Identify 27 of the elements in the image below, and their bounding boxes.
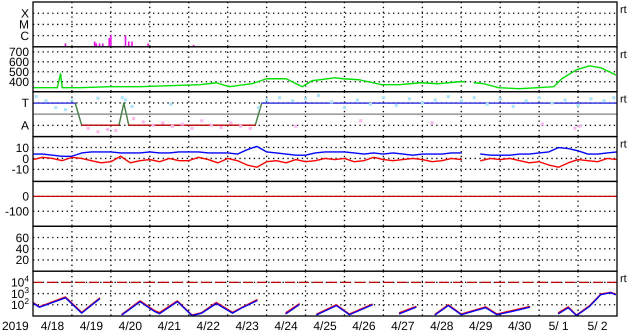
x-tick-label: 4/26 — [352, 319, 376, 333]
x-tick-label: 4/25 — [313, 319, 337, 333]
y-tick-label: 400 — [8, 75, 30, 90]
x-tick-label: 4/18 — [40, 319, 64, 333]
x-axis-title: 2019 — [2, 319, 30, 333]
x-tick-label: 4/28 — [430, 319, 454, 333]
x-tick-label: 5/ 2 — [588, 319, 608, 333]
x-tick-label: 4/21 — [158, 319, 182, 333]
x-tick-label: 4/30 — [508, 319, 532, 333]
text: rt — [620, 94, 627, 106]
x-tick-label: 4/23 — [235, 319, 260, 333]
x-tick-label: 5/ 1 — [548, 319, 569, 333]
text: rt — [620, 273, 627, 286]
text: rt — [620, 4, 627, 16]
y-tick-label: 60 — [16, 230, 30, 245]
y-tick-label: 0 — [22, 190, 30, 204]
x-tick-label: 4/19 — [80, 319, 104, 333]
x-tick-label: 4/24 — [274, 319, 298, 333]
y-tick-label: -100 — [4, 204, 30, 219]
x-tick-label: 4/29 — [469, 319, 493, 333]
text: A — [20, 118, 29, 133]
x-tick-label: 4/20 — [118, 319, 142, 333]
x-tick-label: 4/27 — [391, 319, 415, 333]
x-tick-label: 4/22 — [196, 319, 220, 333]
text: rt — [620, 48, 627, 61]
text: rt — [620, 138, 627, 151]
text: T — [22, 96, 30, 110]
